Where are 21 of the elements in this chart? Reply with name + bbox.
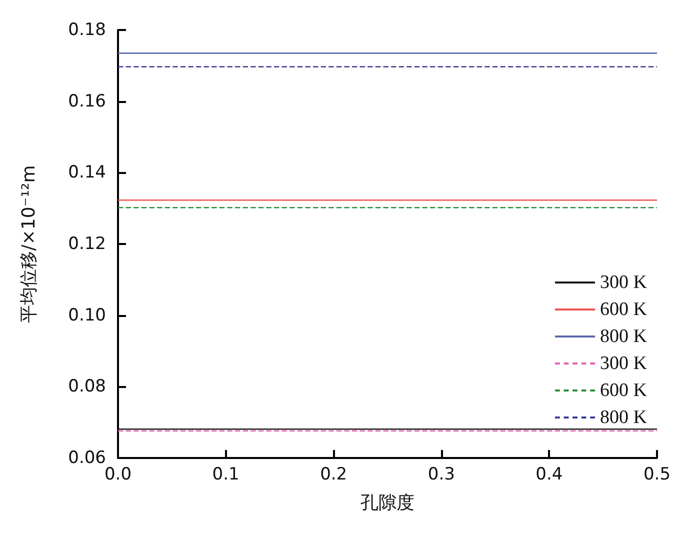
x-tick-label: 0.1 — [212, 464, 240, 484]
x-tick-label: 0.4 — [536, 464, 563, 484]
y-tick-label: 0.06 — [68, 448, 106, 468]
legend-label: 600 K — [600, 299, 648, 320]
legend-label: 600 K — [600, 380, 648, 401]
y-axis-title: 平均位移/×10⁻¹²m — [18, 165, 40, 323]
y-tick-label: 0.10 — [68, 305, 106, 326]
legend-label: 800 K — [600, 326, 648, 347]
legend-label: 800 K — [600, 407, 648, 428]
y-tick-label: 0.14 — [68, 162, 106, 183]
y-tick-label: 0.08 — [68, 376, 106, 397]
legend-label: 300 K — [600, 353, 648, 374]
y-tick-label: 0.12 — [68, 234, 106, 254]
x-tick-label: 0.5 — [643, 464, 671, 484]
x-tick-label: 0.0 — [104, 464, 132, 484]
x-axis-title: 孔隙度 — [360, 492, 414, 514]
y-tick-label: 0.16 — [68, 91, 106, 112]
y-tick-label: 0.18 — [68, 20, 106, 40]
x-tick-label: 0.2 — [320, 464, 348, 484]
legend-label: 300 K — [600, 272, 648, 293]
x-tick-label: 0.3 — [428, 464, 455, 484]
